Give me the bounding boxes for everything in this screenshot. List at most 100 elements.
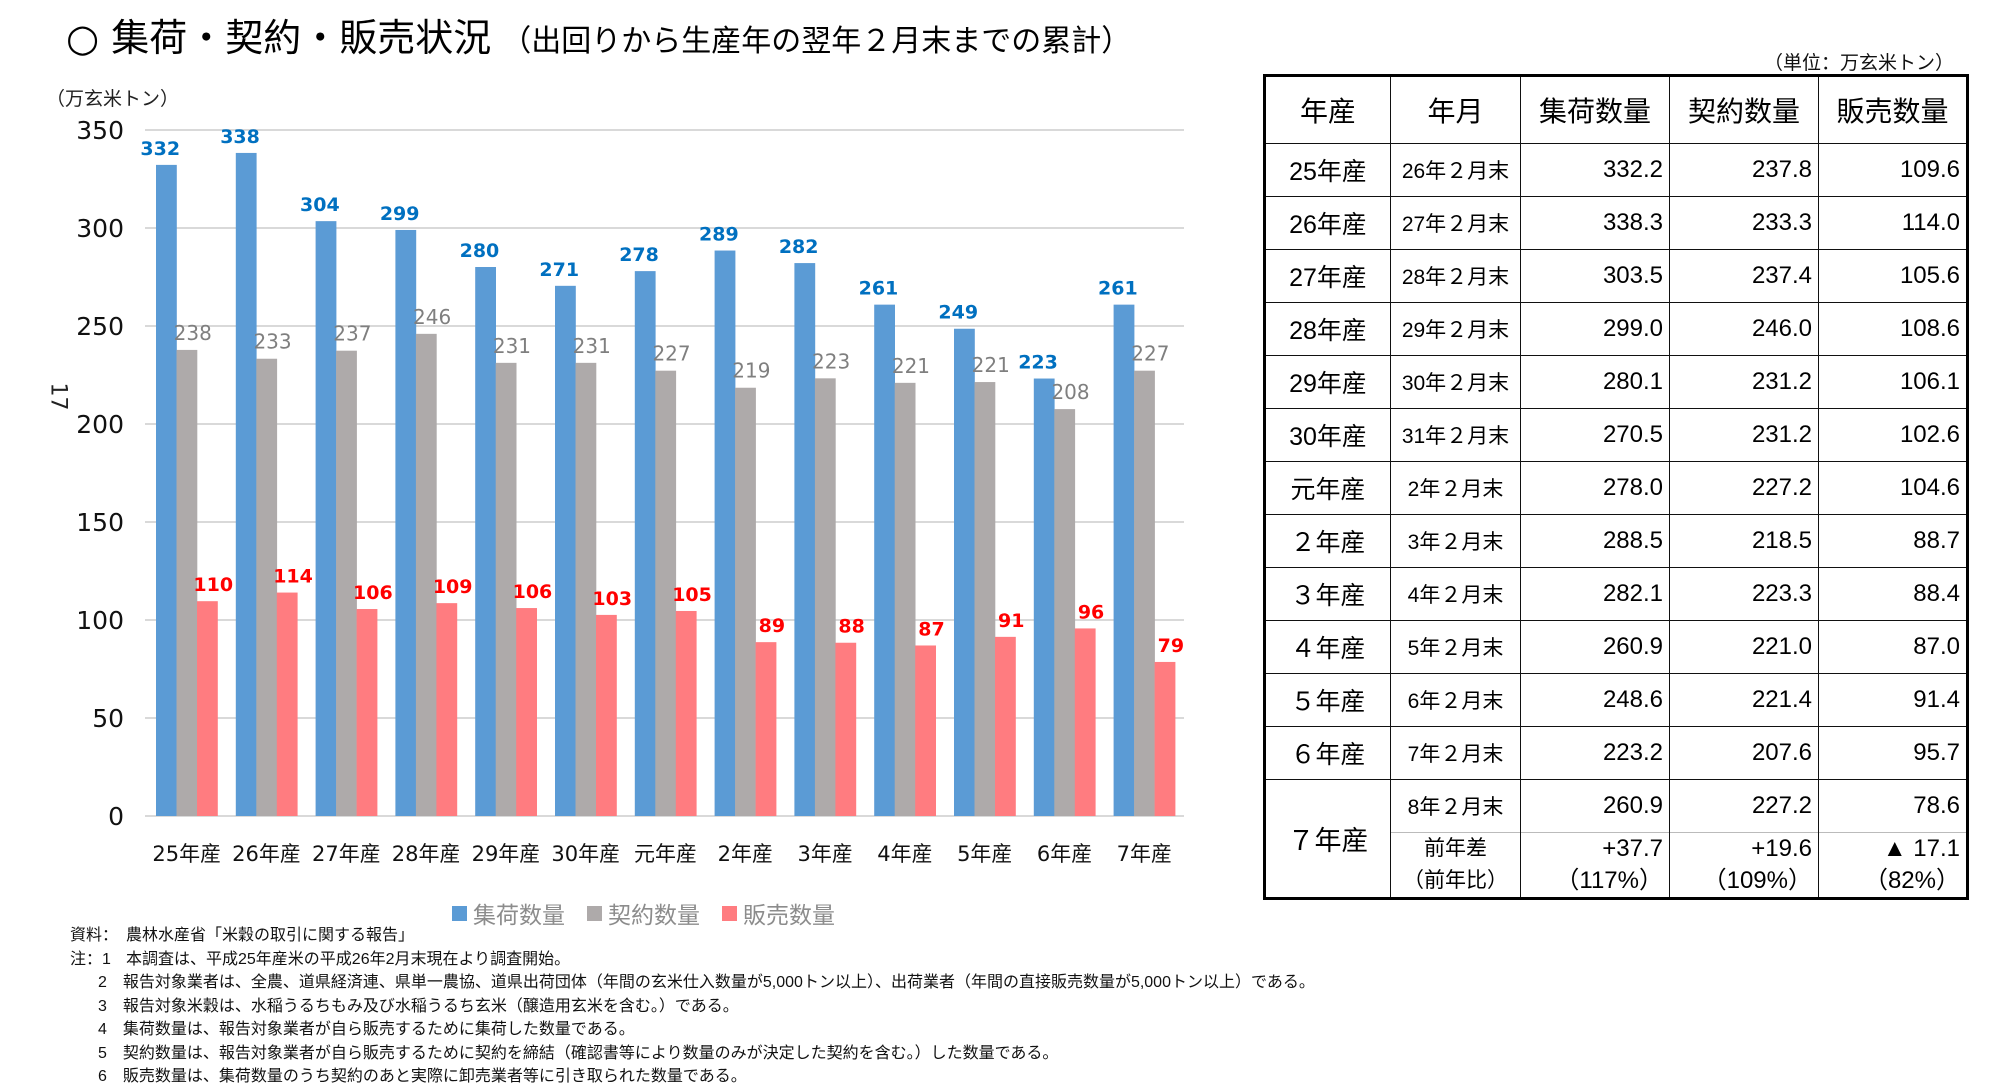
data-label: 280 <box>460 240 500 262</box>
cell-value: 218.5 <box>1669 514 1819 568</box>
bar-hanbai <box>197 601 218 816</box>
header-hanbai: 販売数量 <box>1818 75 1968 144</box>
data-label: 261 <box>1098 278 1138 300</box>
x-tick-label: 25年産 <box>152 842 221 866</box>
cell-value: 332.2 <box>1520 143 1670 197</box>
bar-shuka <box>714 250 736 817</box>
data-label: 89 <box>759 615 785 637</box>
cell-value: 280.1 <box>1520 355 1670 409</box>
cell-value: 109.6 <box>1818 143 1968 197</box>
y-tick-label: 200 <box>76 410 124 439</box>
cell-value: 231.2 <box>1669 355 1819 409</box>
cell-year: 29年産 <box>1264 355 1391 409</box>
x-tick-label: 元年産 <box>634 842 697 866</box>
ratio-value: （109%） <box>1702 867 1812 894</box>
data-label: 227 <box>652 342 690 366</box>
x-tick-label: 6年産 <box>1037 842 1092 866</box>
header-keiyaku: 契約数量 <box>1669 75 1819 144</box>
data-label: 106 <box>513 581 553 603</box>
bar-keiyaku <box>814 378 836 816</box>
bar-shuka <box>1033 378 1055 816</box>
data-label: 227 <box>1131 342 1169 366</box>
chart-legend: 集荷数量 契約数量 販売数量 <box>452 896 835 930</box>
bar-hanbai <box>1154 661 1176 816</box>
data-label: 278 <box>619 244 659 266</box>
cell-month: 6年２月末 <box>1390 673 1521 727</box>
ratio-label: （前年比） <box>1403 869 1508 892</box>
title-main: ○ 集荷・契約・販売状況 <box>66 16 492 60</box>
bar-keiyaku <box>256 358 278 816</box>
header-year: 年産 <box>1264 75 1391 144</box>
x-tick-label: 29年産 <box>472 842 541 866</box>
legend-label: 集荷数量 <box>473 903 565 929</box>
data-label: 231 <box>493 334 531 358</box>
cell-year: ２年産 <box>1264 514 1391 568</box>
cell-value: 102.6 <box>1818 408 1968 462</box>
y-tick-label: 300 <box>76 214 124 243</box>
data-label: 96 <box>1078 601 1104 623</box>
cell-month: 4年２月末 <box>1390 567 1521 621</box>
diff-value: +19.6 <box>1751 835 1812 862</box>
data-label: 221 <box>972 353 1010 377</box>
data-label: 208 <box>1051 380 1089 404</box>
cell-year: 元年産 <box>1264 461 1391 515</box>
data-label: 219 <box>732 359 770 383</box>
cell-month: 28年２月末 <box>1390 249 1521 303</box>
note-5: 5 契約数量は、報告対象業者が自ら販売するために契約を締結（確認書等により数量の… <box>98 1044 1059 1062</box>
cell-value: 299.0 <box>1520 302 1670 356</box>
x-tick-label: 27年産 <box>312 842 381 866</box>
data-label: 114 <box>273 566 313 588</box>
legend-item-shuka: 集荷数量 <box>452 896 565 930</box>
cell-value: 223.3 <box>1669 567 1819 621</box>
bar-hanbai <box>675 610 697 816</box>
cell-year: ５年産 <box>1264 673 1391 727</box>
data-label: 221 <box>892 354 930 378</box>
legend-label: 販売数量 <box>743 903 835 929</box>
x-tick-label: 30年産 <box>551 842 620 866</box>
cell-value: 282.1 <box>1520 567 1670 621</box>
bar-keiyaku <box>1134 370 1155 816</box>
table-row: ２年産 3年２月末 288.5 218.5 88.7 <box>1264 514 1968 568</box>
diff-value: +37.7 <box>1602 835 1663 862</box>
x-tick-label: 28年産 <box>392 842 461 866</box>
cell-value: 231.2 <box>1669 408 1819 462</box>
cell-value: 260.9 <box>1520 779 1670 833</box>
source-note: 資料： 農林水産省「米穀の取引に関する報告」 <box>70 927 415 944</box>
data-label: 105 <box>672 584 712 606</box>
data-label: 238 <box>174 321 212 345</box>
cell-year: 30年産 <box>1264 408 1391 462</box>
data-label: 237 <box>333 322 371 346</box>
cell-value: 88.7 <box>1818 514 1968 568</box>
cell-month: 31年２月末 <box>1390 408 1521 462</box>
bar-hanbai <box>436 603 458 816</box>
table-row: 25年産 26年２月末 332.2 237.8 109.6 <box>1264 143 1968 197</box>
data-label: 261 <box>859 278 899 300</box>
y-tick-label: 0 <box>108 802 124 831</box>
bar-shuka <box>315 221 337 816</box>
bar-hanbai <box>995 636 1016 816</box>
cell-month: 29年２月末 <box>1390 302 1521 356</box>
bar-keiyaku <box>495 362 517 816</box>
table-row: 27年産 28年２月末 303.5 237.4 105.6 <box>1264 249 1968 303</box>
x-tick-label: 4年産 <box>877 842 932 866</box>
legend-swatch-hanbai <box>722 905 737 921</box>
cell-month: 5年２月末 <box>1390 620 1521 674</box>
page-title: ○ 集荷・契約・販売状況 （出回りから生産年の翌年２月末までの累計） <box>66 14 1131 66</box>
note-3: 3 報告対象米穀は、水稲うるちもみ及び水稲うるち玄米（醸造用玄米を含む。）である… <box>98 997 739 1015</box>
cell-value: 108.6 <box>1818 302 1968 356</box>
cell-year: 27年産 <box>1264 249 1391 303</box>
bar-shuka <box>156 164 177 816</box>
cell-month: 2年２月末 <box>1390 461 1521 515</box>
cell-value: 227.2 <box>1669 461 1819 515</box>
cell-value: 221.0 <box>1669 620 1819 674</box>
cell-year: ３年産 <box>1264 567 1391 621</box>
bar-hanbai <box>276 592 298 816</box>
legend-swatch-shuka <box>452 905 467 921</box>
header-shuka: 集荷数量 <box>1520 75 1670 144</box>
note-6: 6 販売数量は、集荷数量のうち契約のあと実際に卸売業者等に引き取られた数量である… <box>98 1068 747 1085</box>
cell-value: 288.5 <box>1520 514 1670 568</box>
ratio-value: （117%） <box>1555 867 1663 894</box>
y-tick-label: 50 <box>92 704 124 733</box>
cell-month: 26年２月末 <box>1390 143 1521 197</box>
data-label: 106 <box>353 582 393 604</box>
